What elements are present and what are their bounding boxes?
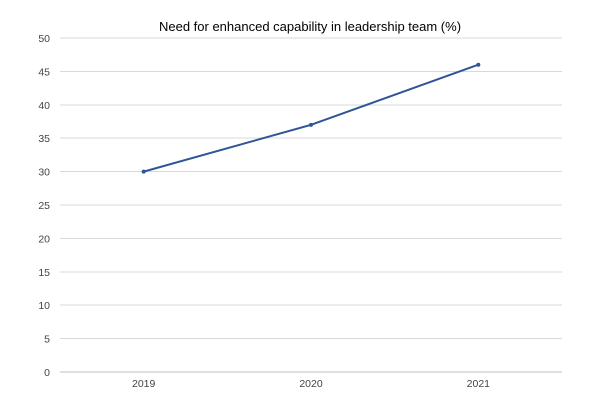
y-tick-label: 40 <box>38 100 50 112</box>
y-tick-label: 45 <box>38 66 50 78</box>
data-point <box>309 122 313 127</box>
x-tick-label: 2020 <box>299 378 323 390</box>
y-tick-label: 5 <box>44 334 50 346</box>
y-tick-label: 35 <box>38 133 50 145</box>
x-tick-label: 2019 <box>132 378 156 390</box>
y-tick-label: 0 <box>44 367 50 379</box>
x-axis-tick-labels: 2019 2020 2021 <box>132 378 490 390</box>
y-tick-label: 20 <box>38 233 50 245</box>
x-tick-label: 2021 <box>467 378 491 390</box>
y-axis-tick-labels: 0 5 10 15 20 25 30 35 40 45 50 <box>38 33 50 379</box>
data-point <box>476 62 481 67</box>
gridlines <box>60 37 562 373</box>
y-tick-label: 50 <box>38 33 50 45</box>
data-point <box>141 169 146 174</box>
chart-title: Need for enhanced capability in leadersh… <box>158 19 462 34</box>
y-tick-label: 15 <box>38 267 50 279</box>
y-tick-label: 30 <box>38 167 50 179</box>
series-line <box>142 63 480 173</box>
y-tick-label: 10 <box>38 300 50 312</box>
series-layer <box>141 62 481 174</box>
y-tick-label: 25 <box>38 200 50 212</box>
